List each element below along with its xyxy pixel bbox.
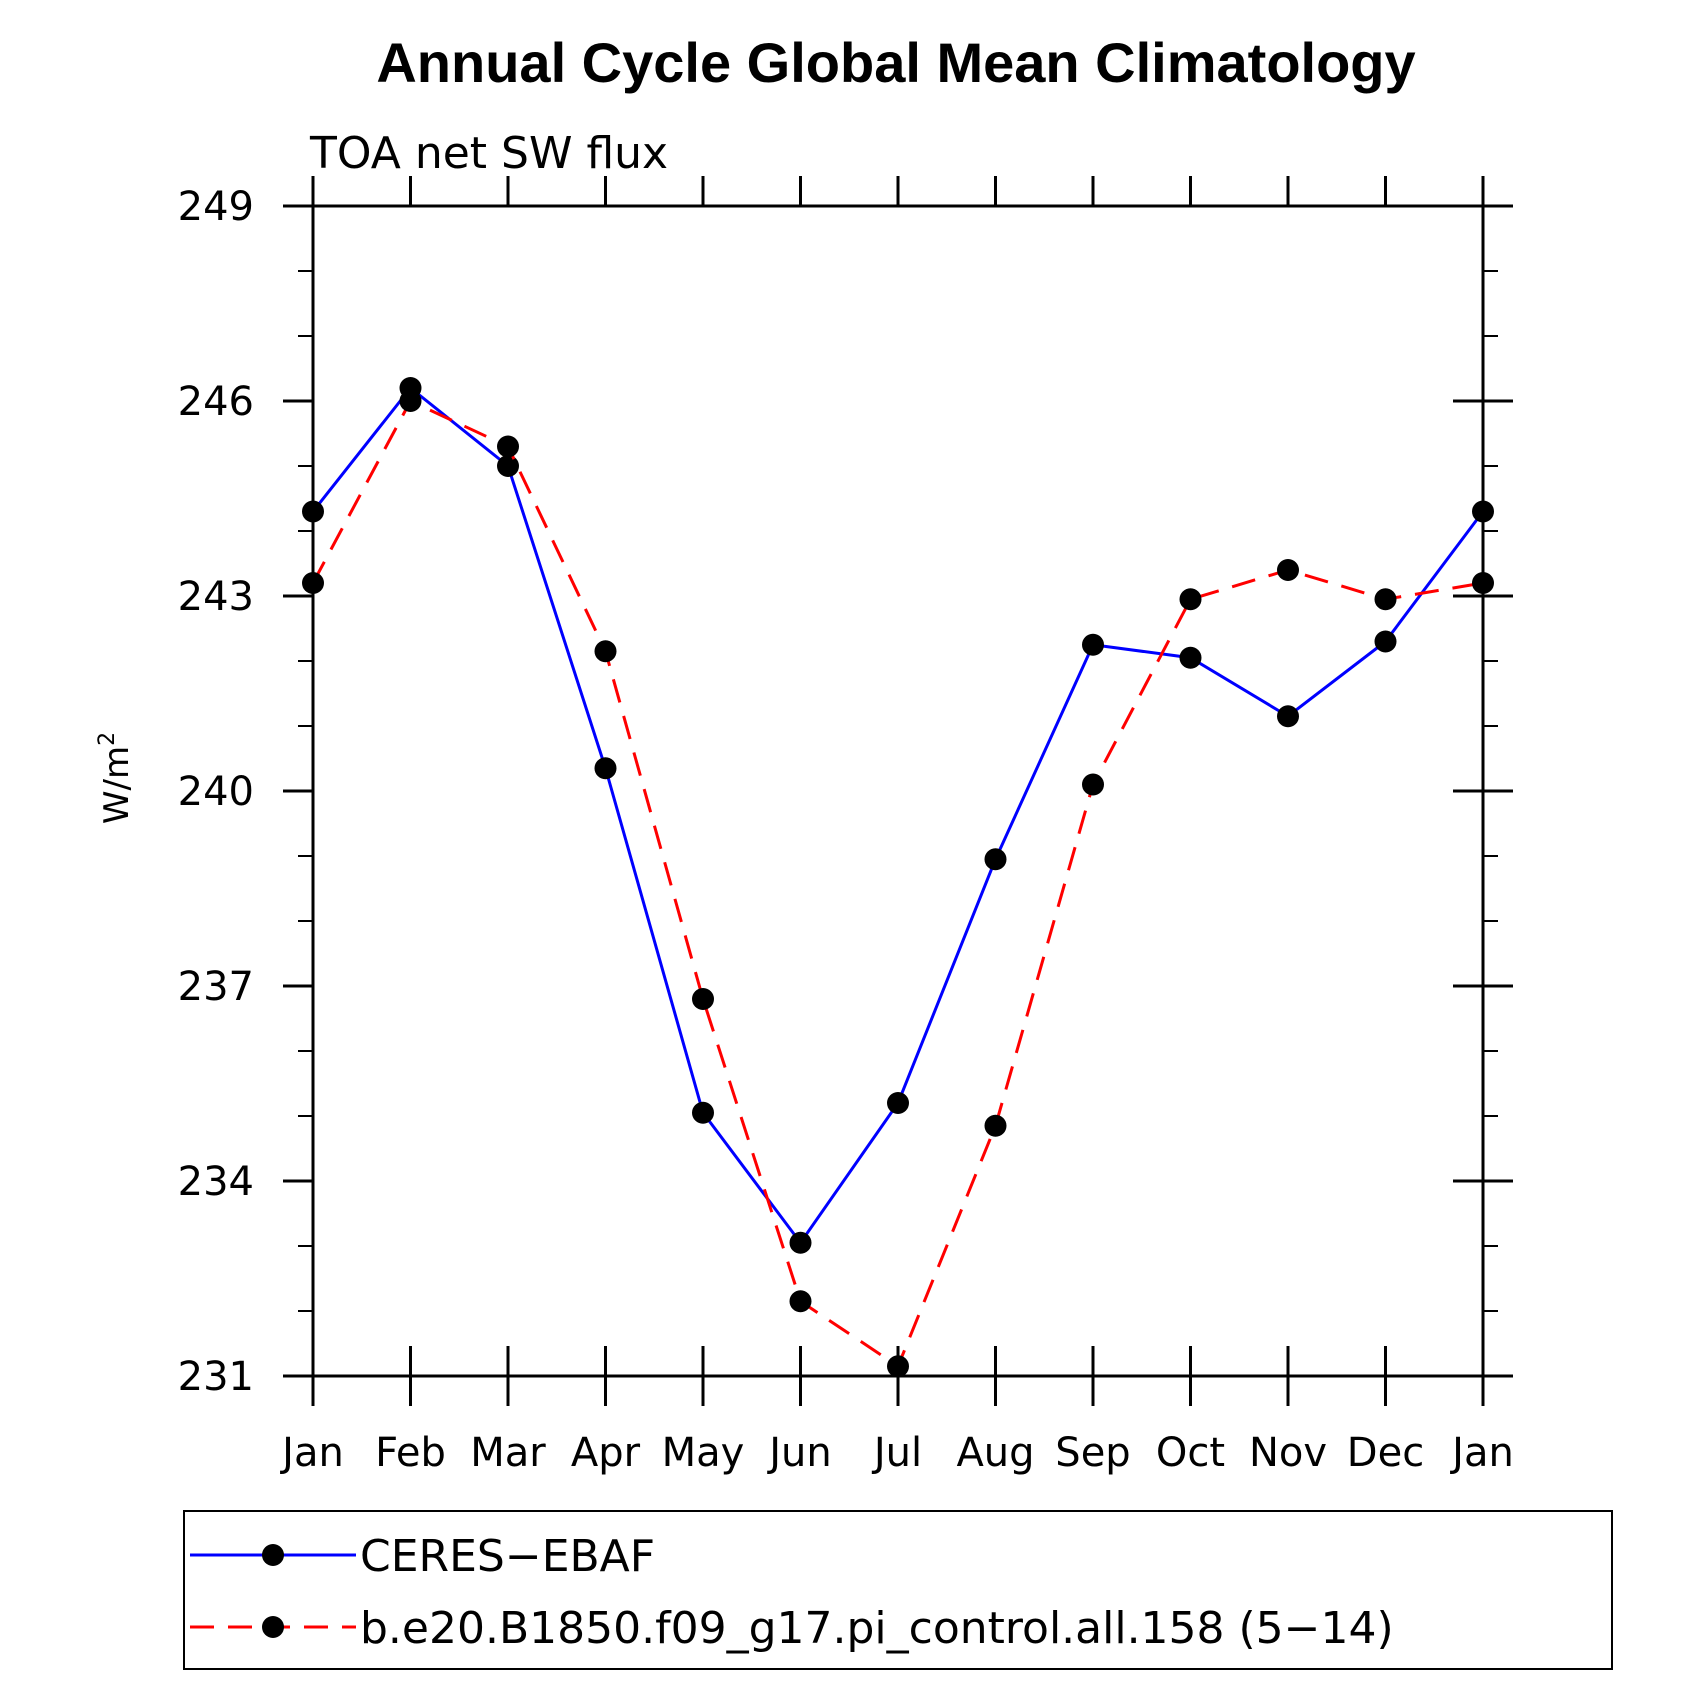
legend-marker-1 — [262, 1544, 284, 1566]
y-axis-label: W/m2 — [95, 732, 137, 824]
x-tick-label: Nov — [1249, 1430, 1327, 1476]
x-tick-label: Jan — [1449, 1430, 1514, 1476]
data-point-series-1 — [302, 500, 324, 523]
data-point-series-2 — [1179, 588, 1202, 611]
data-point-series-1 — [497, 455, 519, 477]
data-point-series-1 — [1082, 633, 1104, 656]
x-tick-label: Aug — [956, 1430, 1034, 1476]
data-point-series-1 — [1472, 500, 1494, 523]
x-tick-label: Oct — [1156, 1430, 1225, 1476]
data-point-series-1 — [789, 1231, 812, 1254]
series-layer — [302, 377, 1494, 1378]
y-axis-label-exponent: 2 — [95, 732, 120, 746]
data-point-series-1 — [1277, 705, 1299, 728]
data-point-series-2 — [887, 1355, 909, 1378]
chart-title: Annual Cycle Global Mean Climatology — [376, 31, 1415, 94]
data-point-series-2 — [789, 1290, 812, 1313]
data-point-series-2 — [1472, 572, 1494, 594]
y-tick-label: 231 — [178, 1354, 254, 1400]
x-tick-label: Dec — [1347, 1430, 1424, 1476]
y-tick-label: 240 — [178, 769, 254, 815]
chart-subtitle: TOA net SW flux — [309, 128, 668, 179]
x-tick-label: Sep — [1055, 1430, 1130, 1476]
data-point-series-2 — [692, 988, 714, 1010]
data-point-series-2 — [1082, 773, 1104, 796]
data-point-series-1 — [1374, 630, 1397, 653]
data-point-series-1 — [984, 848, 1007, 871]
legend-marker-2 — [262, 1616, 284, 1638]
data-point-series-2 — [497, 435, 519, 458]
legend-label-1: CERES−EBAF — [360, 1531, 655, 1582]
x-tick-label: Feb — [375, 1430, 446, 1476]
x-tick-label: Apr — [571, 1430, 641, 1476]
legend-label-2: b.e20.B1850.f09_g17.pi_control.all.158 (… — [360, 1603, 1394, 1654]
legend-box — [183, 1510, 1613, 1670]
plot-area-frame — [311, 204, 1485, 1378]
x-tick-label: Mar — [470, 1430, 546, 1476]
y-tick-label: 234 — [178, 1159, 254, 1205]
y-tick-label: 246 — [178, 379, 254, 425]
y-axis-label-unit: W/m — [97, 746, 137, 824]
data-point-series-2 — [594, 640, 617, 663]
data-point-series-2 — [399, 390, 422, 412]
y-tick-label: 243 — [178, 574, 254, 620]
x-tick-label: Jul — [871, 1430, 922, 1476]
series-line-2 — [311, 399, 1484, 1369]
x-tick-label: Jan — [279, 1430, 344, 1476]
data-point-series-1 — [887, 1092, 909, 1114]
data-point-series-1 — [594, 757, 617, 780]
data-point-series-2 — [984, 1114, 1007, 1137]
data-point-series-1 — [1179, 646, 1202, 669]
legend: CERES−EBAF b.e20.B1850.f09_g17.pi_control… — [183, 1510, 1613, 1670]
x-tick-label: May — [662, 1430, 745, 1476]
x-tick-label: Jun — [766, 1430, 832, 1476]
data-point-series-1 — [692, 1101, 714, 1124]
y-tick-label: 249 — [178, 184, 254, 230]
data-point-series-2 — [1277, 559, 1299, 581]
y-tick-label: 237 — [178, 964, 254, 1010]
axis-ticks: 231 234 237 240 243 246 249 Jan Feb Mar Apr May Jun J… — [178, 176, 1514, 1476]
data-point-series-2 — [302, 572, 324, 594]
series-line-1 — [311, 385, 1485, 1246]
data-point-series-2 — [1374, 588, 1397, 611]
